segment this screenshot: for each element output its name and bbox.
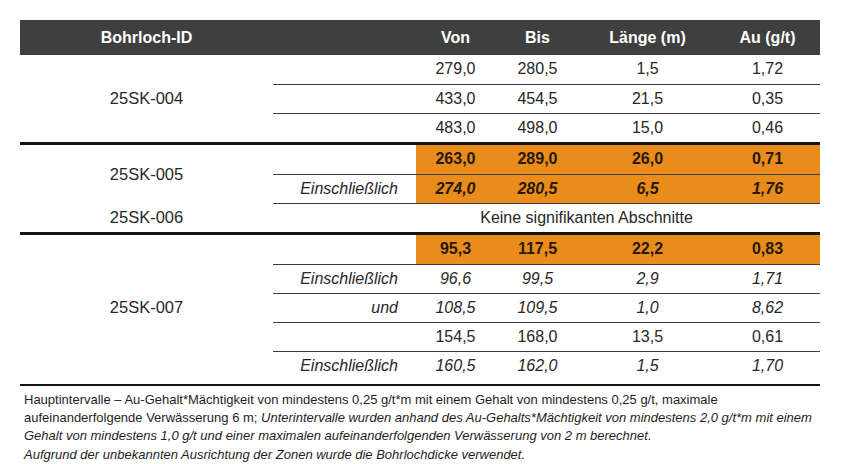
- qualifier-cell: Einschließlich: [273, 351, 416, 380]
- qualifier-cell: [273, 145, 416, 174]
- cell-laenge: 21,5: [580, 84, 715, 113]
- drill-results-table: Bohrloch-ID Von Bis Länge (m) Au (g/t) 2…: [20, 20, 820, 380]
- cell-au: 1,71: [715, 264, 820, 293]
- cell-au: 0,83: [715, 235, 820, 264]
- cell-von: 433,0: [416, 84, 495, 113]
- cell-au: 0,61: [715, 322, 820, 351]
- cell-von: 274,0: [416, 174, 495, 203]
- cell-von: 154,5: [416, 322, 495, 351]
- cell-von: 160,5: [416, 351, 495, 380]
- qualifier-cell: [273, 113, 416, 142]
- table-row: 25SK-005263,0289,026,00,71: [20, 145, 820, 174]
- qualifier-cell: [273, 235, 416, 264]
- table-header-row: Bohrloch-ID Von Bis Länge (m) Au (g/t): [20, 20, 820, 55]
- cell-laenge: 2,9: [580, 264, 715, 293]
- cell-au: 0,46: [715, 113, 820, 142]
- cell-bis: 454,5: [495, 84, 580, 113]
- cell-von: 279,0: [416, 55, 495, 84]
- cell-bis: 280,5: [495, 174, 580, 203]
- cell-au: 1,76: [715, 174, 820, 203]
- header-bohrloch-id: Bohrloch-ID: [20, 20, 273, 55]
- cell-bis: 280,5: [495, 55, 580, 84]
- cell-au: 0,35: [715, 84, 820, 113]
- cell-laenge: 1,0: [580, 293, 715, 322]
- cell-bis: 498,0: [495, 113, 580, 142]
- borehole-id: 25SK-007: [20, 235, 273, 380]
- cell-bis: 289,0: [495, 145, 580, 174]
- cell-von: 95,3: [416, 235, 495, 264]
- table-row: 25SK-004279,0280,51,51,72: [20, 55, 820, 84]
- borehole-id: 25SK-004: [20, 55, 273, 142]
- cell-von: 483,0: [416, 113, 495, 142]
- cell-von: 108,5: [416, 293, 495, 322]
- cell-laenge: 15,0: [580, 113, 715, 142]
- drill-results-page: Bohrloch-ID Von Bis Länge (m) Au (g/t) 2…: [0, 0, 845, 464]
- header-bis: Bis: [495, 20, 580, 55]
- cell-laenge: 13,5: [580, 322, 715, 351]
- cell-bis: 117,5: [495, 235, 580, 264]
- cell-laenge: 1,5: [580, 351, 715, 380]
- qualifier-cell: [273, 322, 416, 351]
- table-row: 25SK-006Keine signifikanten Abschnitte: [20, 203, 820, 232]
- drill-results-body: 25SK-004279,0280,51,51,72433,0454,521,50…: [20, 55, 820, 380]
- cell-au: 8,62: [715, 293, 820, 322]
- header-von: Von: [416, 20, 495, 55]
- header-spacer: [273, 20, 416, 55]
- qualifier-cell: Einschließlich: [273, 264, 416, 293]
- no-intervals-cell: Keine signifikanten Abschnitte: [273, 203, 820, 232]
- header-au: Au (g/t): [715, 20, 820, 55]
- qualifier-cell: und: [273, 293, 416, 322]
- footnote-main: Hauptintervalle – Au-Gehalt*Mächtigkeit …: [24, 391, 816, 446]
- header-laenge: Länge (m): [580, 20, 715, 55]
- cell-von: 263,0: [416, 145, 495, 174]
- cell-au: 0,71: [715, 145, 820, 174]
- cell-au: 1,70: [715, 351, 820, 380]
- cell-au: 1,72: [715, 55, 820, 84]
- cell-laenge: 26,0: [580, 145, 715, 174]
- cell-bis: 99,5: [495, 264, 580, 293]
- table-row: 25SK-00795,3117,522,20,83: [20, 235, 820, 264]
- cell-laenge: 6,5: [580, 174, 715, 203]
- cell-laenge: 22,2: [580, 235, 715, 264]
- qualifier-cell: [273, 55, 416, 84]
- cell-laenge: 1,5: [580, 55, 715, 84]
- borehole-id: 25SK-005: [20, 145, 273, 203]
- qualifier-cell: [273, 84, 416, 113]
- footnote: Hauptintervalle – Au-Gehalt*Mächtigkeit …: [20, 384, 820, 464]
- cell-bis: 162,0: [495, 351, 580, 380]
- cell-bis: 168,0: [495, 322, 580, 351]
- borehole-id: 25SK-006: [20, 203, 273, 232]
- cell-bis: 109,5: [495, 293, 580, 322]
- footnote-note: Aufgrund der unbekannten Ausrichtung der…: [24, 446, 816, 464]
- cell-von: 96,6: [416, 264, 495, 293]
- qualifier-cell: Einschließlich: [273, 174, 416, 203]
